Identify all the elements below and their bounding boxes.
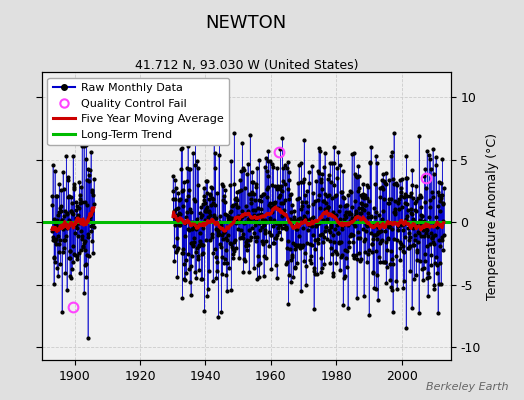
- Y-axis label: Temperature Anomaly (°C): Temperature Anomaly (°C): [486, 132, 499, 300]
- Title: 41.712 N, 93.030 W (United States): 41.712 N, 93.030 W (United States): [135, 59, 358, 72]
- Legend: Raw Monthly Data, Quality Control Fail, Five Year Moving Average, Long-Term Tren: Raw Monthly Data, Quality Control Fail, …: [48, 78, 229, 145]
- Text: Berkeley Earth: Berkeley Earth: [426, 382, 508, 392]
- Text: NEWTON: NEWTON: [205, 14, 287, 32]
